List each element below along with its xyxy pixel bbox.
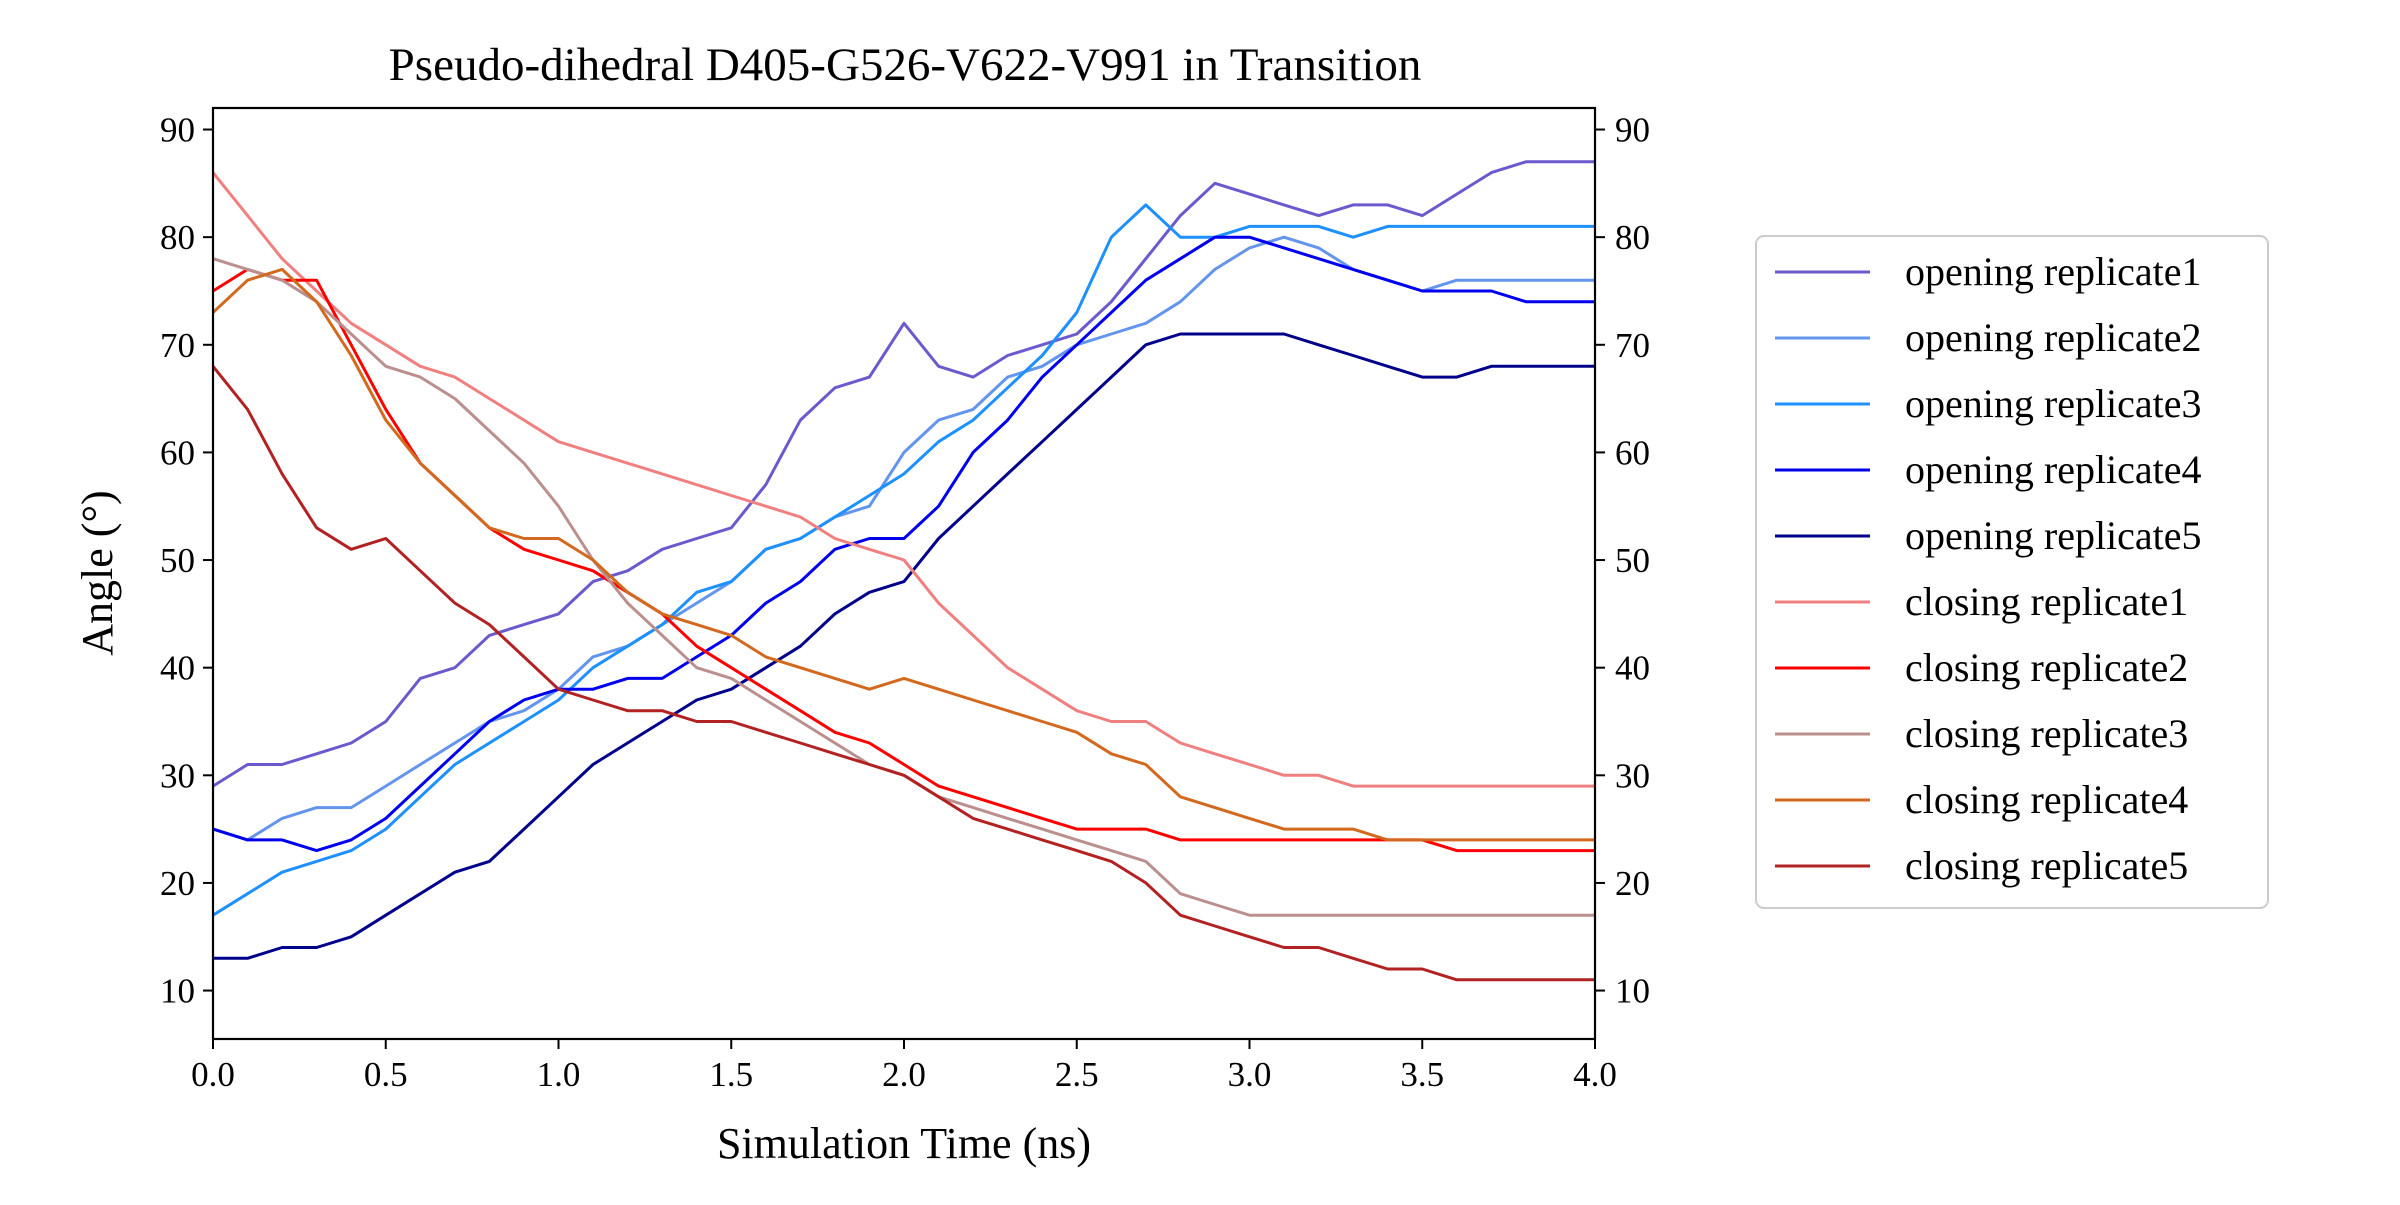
legend-label: opening replicate3 — [1905, 381, 2202, 426]
x-tick-label: 0.5 — [364, 1055, 408, 1094]
y-tick-label-right: 60 — [1615, 433, 1650, 472]
y-tick-label-left: 70 — [160, 326, 195, 365]
legend-label: opening replicate1 — [1905, 249, 2202, 294]
series-line-opening-replicate5 — [213, 332, 1595, 960]
x-tick-label: 2.5 — [1055, 1055, 1099, 1094]
legend-frame — [1755, 235, 2269, 909]
y-tick-label-right: 50 — [1615, 541, 1650, 580]
y-tick-label-left: 60 — [160, 433, 195, 472]
y-tick-label-left: 30 — [160, 756, 195, 795]
y-tick-label-left: 80 — [160, 218, 195, 257]
x-tick-label: 2.0 — [882, 1055, 926, 1094]
y-tick-label-right: 10 — [1615, 972, 1650, 1011]
series-lines — [213, 160, 1595, 982]
chart-title: Pseudo-dihedral D405-G526-V622-V991 in T… — [389, 39, 1422, 91]
series-line-closing-replicate1 — [213, 171, 1595, 788]
y-tick-label-right: 40 — [1615, 649, 1650, 688]
legend-label: opening replicate5 — [1905, 513, 2202, 558]
y-tick-label-right: 70 — [1615, 326, 1650, 365]
y-axis-title: Angle (°) — [73, 490, 122, 655]
x-tick-label: 0.0 — [191, 1055, 235, 1094]
y-tick-label-right: 90 — [1615, 111, 1650, 150]
legend-label: opening replicate2 — [1905, 315, 2202, 360]
legend: opening replicate1 opening replicate2 open… — [1755, 235, 2269, 909]
y-tick-label-left: 90 — [160, 111, 195, 150]
series-line-closing-replicate3 — [213, 257, 1595, 917]
legend-label: closing replicate1 — [1905, 579, 2188, 624]
x-tick-label: 1.5 — [709, 1055, 753, 1094]
y-tick-label-right: 20 — [1615, 864, 1650, 903]
x-tick-label: 4.0 — [1573, 1055, 1617, 1094]
y-tick-label-left: 20 — [160, 864, 195, 903]
plot-frame — [211, 106, 1597, 1041]
axes: 0.0 0.5 1.0 1.5 2.0 2.5 3.0 3.5 4.0 10 10 20 20 30 30 4… — [160, 111, 1650, 1094]
y-tick-label-left: 50 — [160, 541, 195, 580]
x-tick-label: 1.0 — [537, 1055, 581, 1094]
series-line-opening-replicate4 — [213, 235, 1595, 853]
series-line-opening-replicate3 — [213, 203, 1595, 917]
y-tick-label-left: 10 — [160, 972, 195, 1011]
series-line-closing-replicate5 — [213, 364, 1595, 982]
legend-label: opening replicate4 — [1905, 447, 2202, 492]
x-axis-title: Simulation Time (ns) — [717, 1119, 1091, 1168]
legend-label: closing replicate4 — [1905, 777, 2188, 822]
y-tick-label-left: 40 — [160, 649, 195, 688]
legend-label: closing replicate5 — [1905, 843, 2188, 888]
legend-label: closing replicate2 — [1905, 645, 2188, 690]
x-tick-label: 3.5 — [1400, 1055, 1444, 1094]
y-tick-label-right: 80 — [1615, 218, 1650, 257]
series-line-opening-replicate1 — [213, 160, 1595, 788]
y-tick-label-right: 30 — [1615, 756, 1650, 795]
series-line-closing-replicate4 — [213, 267, 1595, 842]
legend-label: closing replicate3 — [1905, 711, 2188, 756]
x-tick-label: 3.0 — [1228, 1055, 1272, 1094]
